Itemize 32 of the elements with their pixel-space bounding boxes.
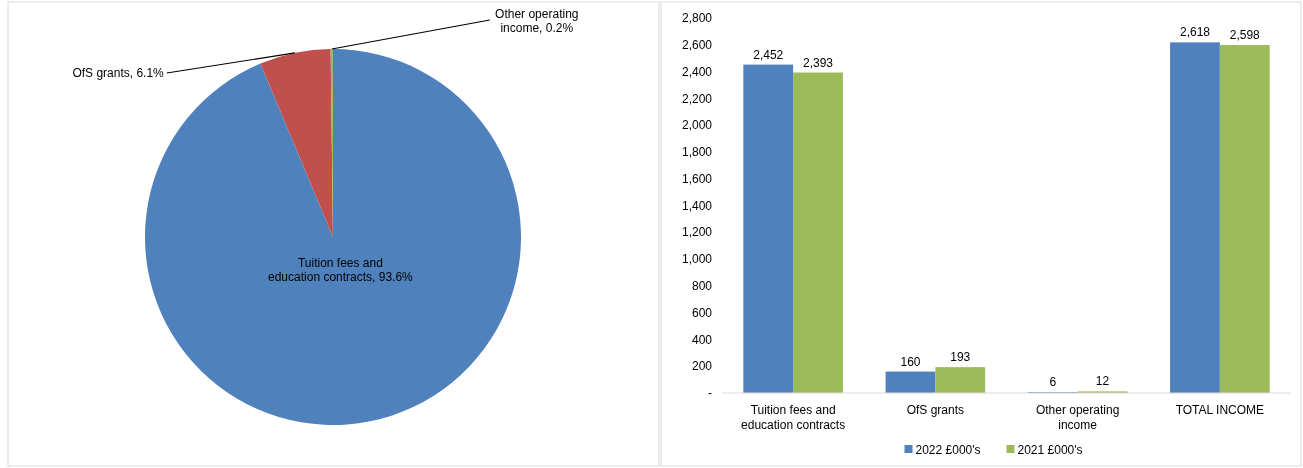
data-label: 12 bbox=[1095, 374, 1110, 389]
data-label: 2,393 bbox=[803, 55, 834, 70]
data-label: 160 bbox=[900, 354, 921, 369]
y-tick-label: 200 bbox=[691, 359, 713, 374]
y-tick-label: 2,000 bbox=[681, 118, 713, 133]
data-label: 2,598 bbox=[1229, 28, 1261, 43]
y-tick-label: 1,800 bbox=[681, 145, 713, 160]
data-label: 6 bbox=[1049, 375, 1057, 390]
slice-label: Other operating income, 0.2% bbox=[495, 6, 579, 35]
x-tick-label: Tuition fees and education contracts bbox=[741, 403, 846, 432]
y-tick-label: 1,600 bbox=[681, 171, 713, 186]
y-tick-label: 2,200 bbox=[681, 91, 713, 106]
y-tick-label: 800 bbox=[691, 279, 713, 294]
x-tick-label: TOTAL INCOME bbox=[1175, 403, 1265, 417]
y-tick-label: 600 bbox=[691, 305, 713, 320]
slice-label: Tuition fees and education contracts, 93.6% bbox=[268, 255, 414, 285]
legend-label: 2021 £000's bbox=[1017, 443, 1083, 457]
data-label: 2,618 bbox=[1179, 25, 1211, 40]
x-tick-label: Other operating income bbox=[1035, 403, 1120, 432]
y-tick-label: 2,800 bbox=[681, 11, 713, 26]
y-tick-label: 2,400 bbox=[681, 64, 713, 79]
y-tick-label: 2,600 bbox=[681, 37, 713, 52]
legend-label: 2022 £000's bbox=[915, 443, 981, 457]
y-tick-label: 400 bbox=[691, 332, 713, 347]
y-tick-label: 1,000 bbox=[681, 252, 713, 267]
y-tick-label: - bbox=[708, 386, 712, 401]
y-tick-label: 1,400 bbox=[681, 198, 713, 213]
slice-label: OfS grants, 6.1% bbox=[72, 66, 165, 80]
data-label: 2,452 bbox=[753, 47, 784, 62]
data-label: 193 bbox=[950, 350, 971, 365]
y-tick-label: 1,200 bbox=[681, 225, 713, 240]
x-tick-label: OfS grants bbox=[906, 403, 965, 417]
